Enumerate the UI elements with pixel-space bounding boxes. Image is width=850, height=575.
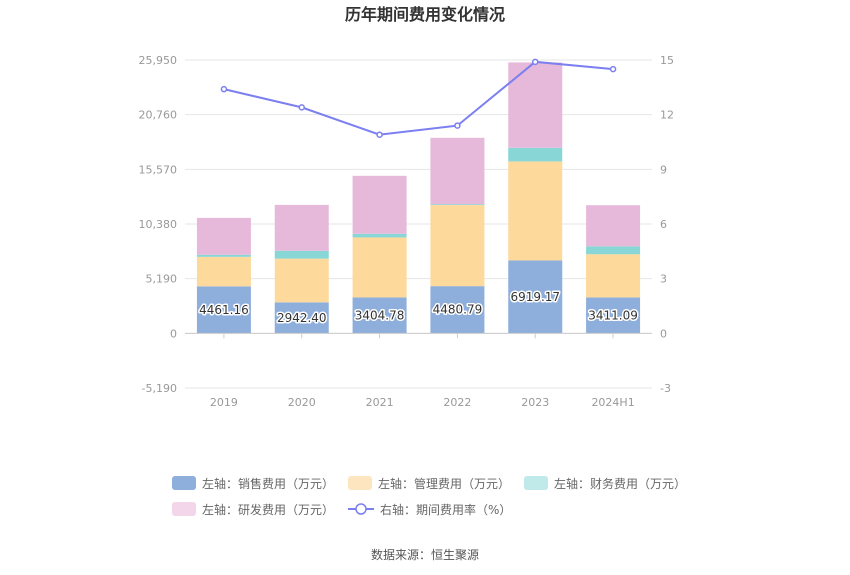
legend-label-sales: 左轴：销售费用（万元） bbox=[202, 476, 335, 491]
x-tick-label: 2023 bbox=[521, 396, 549, 409]
legend-item-rate[interactable]: 右轴：期间费用率（%） bbox=[348, 501, 511, 518]
legend-label-rnd: 左轴：研发费用（万元） bbox=[202, 502, 335, 517]
x-tick-label: 2024H1 bbox=[591, 396, 634, 409]
bar-value-label: 3404.78 bbox=[355, 308, 405, 322]
right-tick-label: 3 bbox=[660, 273, 667, 286]
bar-rnd bbox=[196, 217, 251, 255]
left-tick-label: 25,950 bbox=[139, 54, 178, 67]
bar-admin bbox=[352, 237, 407, 298]
bar-sales bbox=[352, 297, 407, 334]
legend-item-admin[interactable]: 左轴：管理费用（万元） bbox=[348, 475, 510, 492]
bar-finance bbox=[352, 233, 407, 238]
rate-line bbox=[220, 58, 617, 138]
legend: 左轴：销售费用（万元） 左轴：管理费用（万元） 左轴：财务费用（万元） 左轴：研… bbox=[172, 472, 692, 524]
left-tick-label: 20,760 bbox=[139, 109, 178, 122]
x-tick-label: 2020 bbox=[288, 396, 316, 409]
x-tick-label: 2022 bbox=[443, 396, 471, 409]
bar-sales bbox=[196, 286, 251, 334]
rate-point bbox=[220, 85, 228, 93]
bar-admin bbox=[274, 258, 329, 303]
right-tick-label: 0 bbox=[660, 327, 667, 340]
rate-point bbox=[376, 131, 383, 138]
bar-finance bbox=[196, 254, 251, 257]
legend-label-finance: 左轴：财务费用（万元） bbox=[554, 476, 687, 491]
legend-line-icon bbox=[348, 503, 375, 515]
bar-value-label: 3411.09 bbox=[588, 308, 638, 322]
bar-rnd bbox=[508, 62, 563, 148]
bar-sales bbox=[508, 260, 563, 334]
bar-finance bbox=[508, 147, 563, 162]
right-axis: 15 12 9 6 3 0 -3 bbox=[660, 54, 674, 395]
bar-admin bbox=[586, 254, 641, 298]
rate-point bbox=[532, 58, 539, 66]
left-tick-label: -5,190 bbox=[142, 382, 177, 395]
legend-swatch-rnd bbox=[172, 502, 196, 516]
data-source: 数据来源：恒生聚源 bbox=[370, 548, 479, 562]
x-tick-label: 2021 bbox=[366, 396, 394, 409]
bar-rnd bbox=[274, 204, 329, 251]
right-tick-label: 6 bbox=[660, 218, 667, 231]
legend-item-sales[interactable]: 左轴：销售费用（万元） bbox=[172, 475, 334, 492]
right-tick-label: -3 bbox=[660, 382, 671, 395]
bar-finance bbox=[274, 250, 329, 259]
legend-label-rate: 右轴：期间费用率（%） bbox=[380, 502, 512, 517]
bar-admin bbox=[196, 256, 251, 287]
legend-row-2: 左轴：研发费用（万元） 右轴：期间费用率（%） bbox=[172, 498, 692, 520]
legend-item-finance[interactable]: 左轴：财务费用（万元） bbox=[524, 475, 686, 492]
legend-swatch-admin bbox=[348, 476, 373, 490]
left-axis: 25,950 20,760 15,570 10,380 5,190 0 -5,190 bbox=[139, 54, 178, 395]
chart-title: 历年期间费用变化情况 bbox=[345, 5, 505, 24]
bar-sales bbox=[430, 286, 485, 334]
x-axis: 2019 2020 2021 2022 2023 2024H1 bbox=[185, 332, 652, 409]
rate-point bbox=[609, 65, 617, 73]
legend-item-rnd[interactable]: 左轴：研发费用（万元） bbox=[172, 501, 334, 518]
bar-value-label: 6919.17 bbox=[510, 290, 560, 304]
rate-point bbox=[298, 104, 305, 111]
left-tick-label: 0 bbox=[170, 327, 177, 340]
right-tick-label: 15 bbox=[660, 54, 674, 67]
legend-label-admin: 左轴：管理费用（万元） bbox=[378, 476, 511, 491]
bar-value-label: 4480.79 bbox=[433, 303, 483, 317]
bar-value-label: 2942.40 bbox=[277, 311, 327, 325]
bar-sales bbox=[274, 302, 329, 334]
bar-rnd bbox=[352, 175, 407, 234]
legend-swatch-finance bbox=[524, 476, 549, 490]
bars bbox=[196, 62, 641, 334]
bar-admin bbox=[508, 161, 563, 261]
right-tick-label: 9 bbox=[660, 163, 667, 176]
bar-finance bbox=[586, 246, 641, 255]
bar-rnd bbox=[586, 205, 641, 247]
legend-swatch-sales bbox=[172, 476, 196, 490]
bar-value-label: 4461.16 bbox=[199, 303, 249, 317]
x-tick-label: 2019 bbox=[210, 396, 238, 409]
rate-point bbox=[454, 122, 461, 129]
bar-sales bbox=[586, 297, 641, 334]
bar-rnd bbox=[430, 137, 485, 205]
bar-labels: 4461.16 2942.40 3404.78 4480.79 6919.17 3411.… bbox=[198, 288, 640, 326]
left-tick-label: 15,570 bbox=[139, 163, 178, 176]
bar-admin bbox=[430, 205, 485, 287]
left-tick-label: 10,380 bbox=[139, 218, 178, 231]
legend-row-1: 左轴：销售费用（万元） 左轴：管理费用（万元） 左轴：财务费用（万元） bbox=[172, 472, 692, 494]
grid bbox=[185, 59, 652, 389]
left-tick-label: 5,190 bbox=[146, 273, 178, 286]
right-tick-label: 12 bbox=[660, 109, 674, 122]
rate-line-path bbox=[223, 60, 614, 136]
bar-finance bbox=[430, 204, 485, 206]
